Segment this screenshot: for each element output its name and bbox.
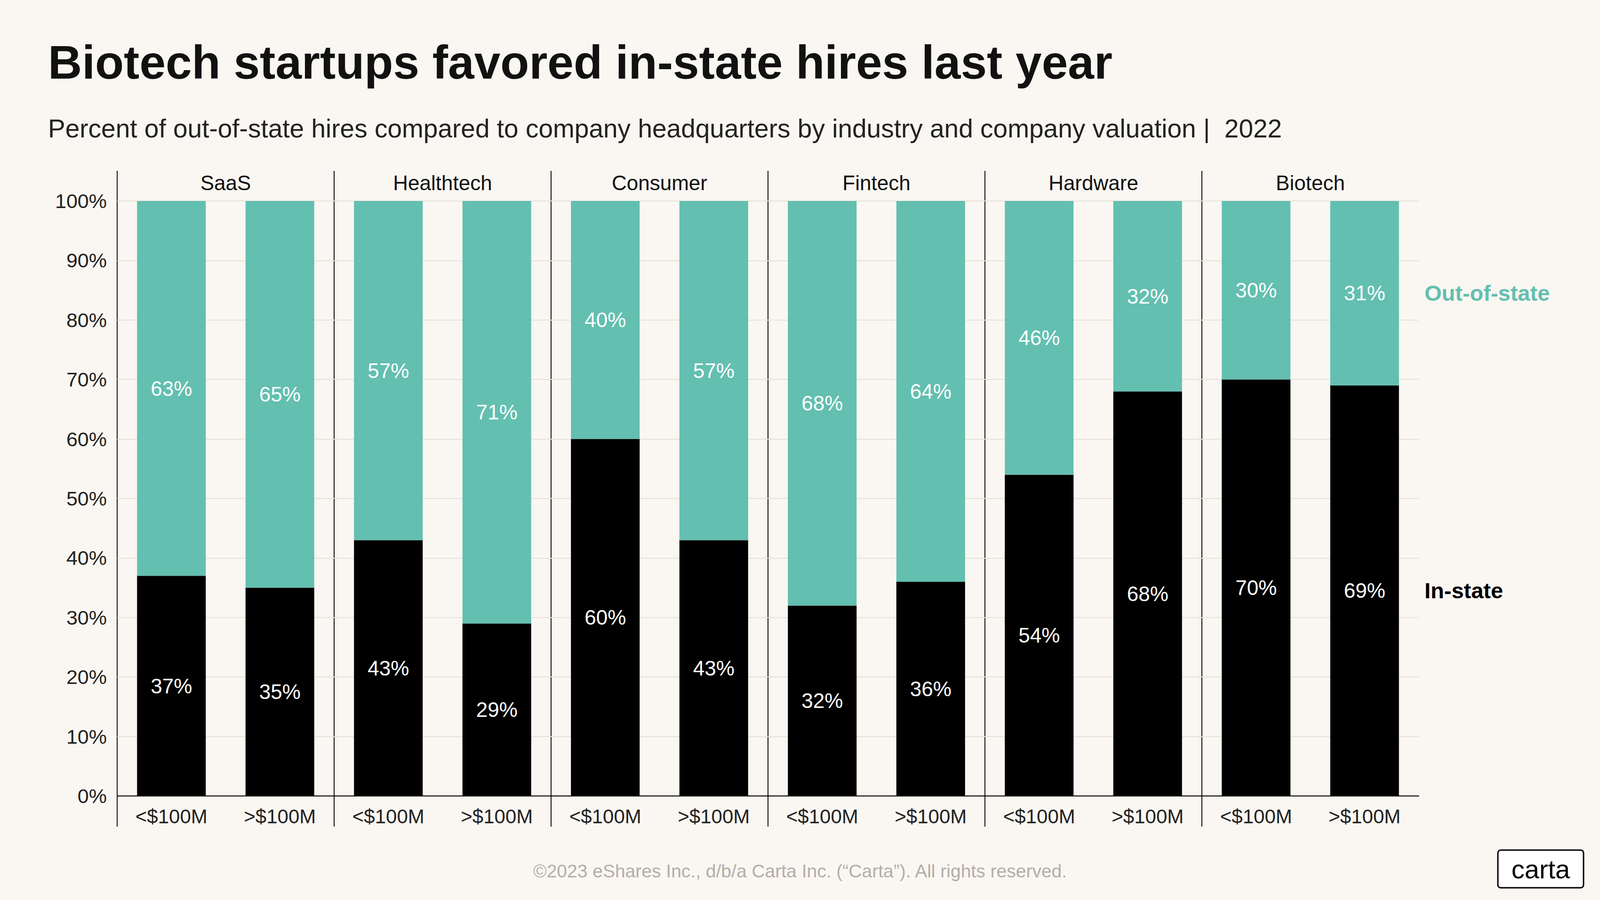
svg-text:60%: 60%	[584, 605, 626, 629]
svg-text:37%: 37%	[150, 674, 192, 698]
svg-text:0%: 0%	[77, 784, 107, 808]
svg-text:<$100M: <$100M	[1003, 805, 1076, 828]
svg-text:40%: 40%	[584, 308, 626, 332]
svg-text:70%: 70%	[66, 368, 107, 391]
svg-text:32%: 32%	[801, 688, 843, 712]
svg-text:Fintech: Fintech	[842, 171, 911, 195]
svg-text:35%: 35%	[259, 680, 301, 704]
svg-text:68%: 68%	[801, 391, 843, 415]
svg-text:<$100M: <$100M	[1220, 805, 1293, 828]
svg-text:20%: 20%	[66, 665, 107, 688]
svg-text:64%: 64%	[910, 379, 952, 403]
svg-text:30%: 30%	[1235, 278, 1277, 302]
svg-text:carta: carta	[1511, 854, 1571, 884]
svg-text:80%: 80%	[66, 308, 107, 332]
svg-text:30%: 30%	[66, 606, 107, 629]
svg-text:>$100M: >$100M	[243, 805, 316, 828]
svg-text:©2023 eShares Inc., d/b/a Cart: ©2023 eShares Inc., d/b/a Carta Inc. (“C…	[533, 860, 1067, 881]
svg-text:Consumer: Consumer	[611, 171, 708, 195]
svg-text:50%: 50%	[66, 487, 107, 510]
svg-text:40%: 40%	[66, 546, 107, 569]
svg-text:32%: 32%	[1127, 284, 1169, 308]
svg-text:Hardware: Hardware	[1048, 171, 1139, 195]
svg-text:Biotech startups favored in-st: Biotech startups favored in-state hires …	[48, 35, 1113, 89]
svg-text:<$100M: <$100M	[569, 805, 642, 828]
svg-text:Healthtech: Healthtech	[392, 171, 492, 195]
svg-text:SaaS: SaaS	[200, 171, 252, 195]
svg-text:In-state: In-state	[1424, 577, 1504, 603]
svg-text:10%: 10%	[66, 725, 107, 748]
svg-text:63%: 63%	[150, 376, 192, 400]
svg-text:57%: 57%	[367, 359, 409, 383]
svg-text:68%: 68%	[1127, 582, 1169, 606]
svg-text:60%: 60%	[66, 427, 107, 451]
svg-text:>$100M: >$100M	[677, 805, 750, 828]
svg-text:Out-of-state: Out-of-state	[1424, 280, 1550, 306]
svg-text:29%: 29%	[476, 697, 518, 721]
svg-text:>$100M: >$100M	[460, 805, 533, 828]
svg-text:Biotech: Biotech	[1275, 171, 1345, 195]
svg-text:43%: 43%	[693, 656, 735, 680]
svg-text:36%: 36%	[910, 677, 952, 701]
svg-text:54%: 54%	[1018, 623, 1060, 647]
svg-text:Percent of out-of-state hires: Percent of out-of-state hires compared t…	[48, 113, 1282, 144]
svg-text:>$100M: >$100M	[1328, 805, 1401, 828]
svg-text:>$100M: >$100M	[894, 805, 967, 828]
svg-text:70%: 70%	[1235, 576, 1277, 600]
svg-text:<$100M: <$100M	[352, 805, 425, 828]
svg-text:43%: 43%	[367, 656, 409, 680]
svg-text:71%: 71%	[476, 400, 518, 424]
svg-text:<$100M: <$100M	[786, 805, 859, 828]
svg-text:46%: 46%	[1018, 326, 1060, 350]
svg-text:>$100M: >$100M	[1111, 805, 1184, 828]
svg-text:57%: 57%	[693, 359, 735, 383]
svg-text:69%: 69%	[1344, 578, 1386, 602]
svg-text:100%: 100%	[55, 189, 107, 213]
svg-text:<$100M: <$100M	[135, 805, 208, 828]
svg-text:90%: 90%	[66, 248, 107, 272]
svg-text:31%: 31%	[1344, 281, 1386, 305]
svg-text:65%: 65%	[259, 382, 301, 406]
